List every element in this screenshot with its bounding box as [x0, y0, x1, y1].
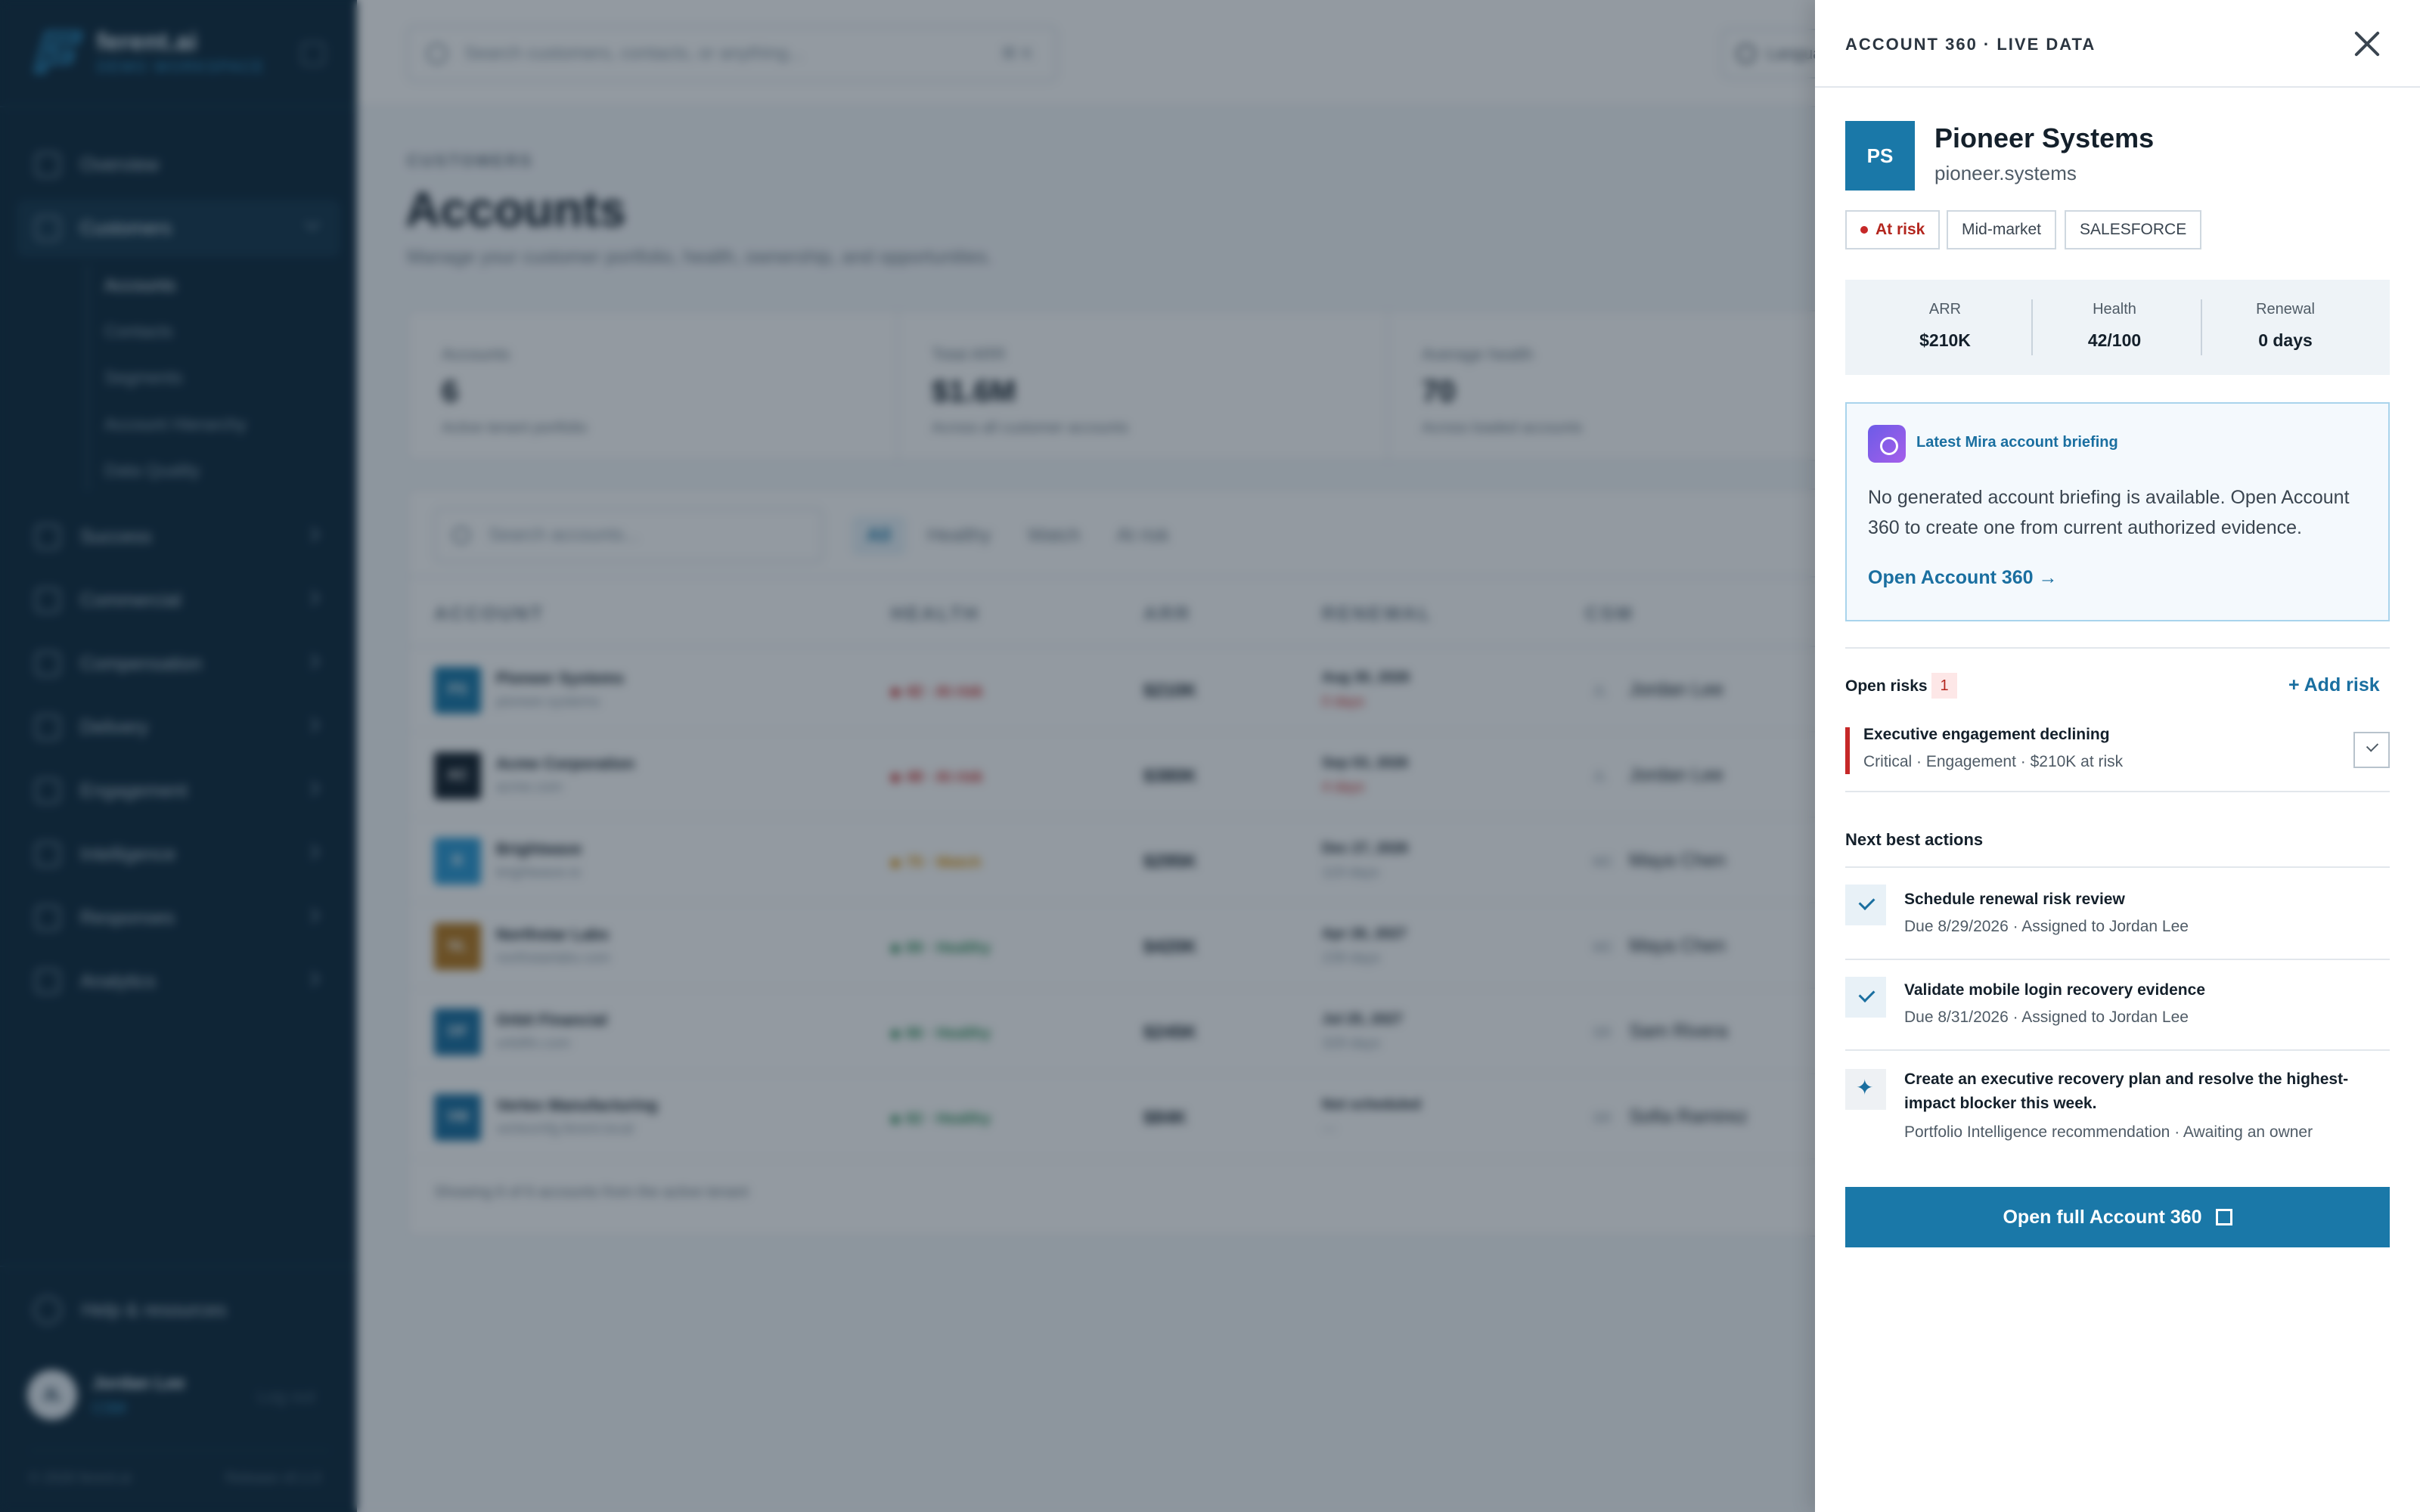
source-badge: SALESFORCE [2065, 210, 2202, 249]
action-meta: Due 8/29/2026 · Assigned to Jordan Lee [1904, 918, 2189, 935]
metric-label: Health [2093, 301, 2136, 318]
metric-value: 0 days [2258, 330, 2313, 350]
external-link-icon [2215, 1209, 2232, 1225]
risk-severity-bar [1845, 727, 1850, 774]
section-divider [1845, 791, 2390, 792]
account-domain: pioneer.systems [1934, 162, 2077, 184]
badge-label: At risk [1876, 221, 1925, 238]
sparkle-icon [1845, 1069, 1886, 1110]
check-icon[interactable] [1845, 885, 1886, 925]
mira-briefing-card: Latest Mira account briefing No generate… [1845, 402, 2390, 621]
metric-value: $210K [1919, 330, 1971, 350]
risk-title: Executive engagement declining [1863, 726, 2110, 743]
close-icon[interactable] [2347, 24, 2387, 64]
section-divider [1845, 1049, 2390, 1051]
open-risks-heading: Open risks [1845, 677, 1928, 695]
metric-divider [2031, 299, 2033, 355]
account-metrics: ARR $210K Health 42/100 Renewal 0 days [1845, 280, 2390, 375]
drawer-title: ACCOUNT 360 · LIVE DATA [1845, 35, 2096, 54]
drawer-header: ACCOUNT 360 · LIVE DATA [1815, 0, 2420, 88]
metric-divider [2201, 299, 2202, 355]
resolve-risk-checkbox[interactable] [2353, 732, 2390, 768]
action-meta: Due 8/31/2026 · Assigned to Jordan Lee [1904, 1009, 2189, 1026]
metric-arr: ARR $210K [1869, 301, 2021, 351]
open-full-account-360-button[interactable]: Open full Account 360 [1845, 1187, 2390, 1247]
section-divider [1845, 647, 2390, 649]
account-name: Pioneer Systems [1934, 122, 2155, 153]
action-title: Validate mobile login recovery evidence [1904, 981, 2205, 999]
button-label: Open full Account 360 [2003, 1206, 2202, 1228]
account-avatar: PS [1845, 121, 1915, 191]
metric-renewal: Renewal 0 days [2210, 301, 2361, 351]
section-divider [1845, 959, 2390, 960]
next-best-actions-heading: Next best actions [1845, 830, 1984, 849]
briefing-text: No generated account briefing is availab… [1868, 487, 2350, 538]
mira-assistant-icon [1868, 425, 1906, 463]
metric-label: ARR [1928, 301, 1962, 318]
action-title: Schedule renewal risk review [1904, 891, 2125, 908]
modal-backdrop[interactable] [0, 0, 1815, 1512]
metric-value: 42/100 [2087, 330, 2142, 350]
metric-label: Renewal [2256, 301, 2315, 318]
risk-meta: Critical · Engagement · $210K at risk [1863, 753, 2124, 770]
account-360-drawer: ACCOUNT 360 · LIVE DATA PS Pioneer Syste… [1815, 0, 2420, 1512]
open-account-360-link[interactable]: Open Account 360 → [1868, 567, 2058, 588]
status-dot-icon [1860, 226, 1868, 234]
status-badge-at-risk: At risk [1845, 210, 1941, 249]
risk-count-badge: 1 [1931, 673, 1957, 699]
action-title: Create an executive recovery plan and re… [1904, 1070, 2349, 1112]
check-icon[interactable] [1845, 977, 1886, 1018]
briefing-title: Latest Mira account briefing [1916, 434, 2118, 451]
action-meta: Portfolio Intelligence recommendation · … [1904, 1123, 2313, 1141]
metric-health: Health 42/100 [2039, 301, 2190, 351]
segment-badge: Mid-market [1947, 210, 2057, 249]
add-risk-button[interactable]: + Add risk [2288, 674, 2380, 696]
section-divider [1845, 866, 2390, 868]
